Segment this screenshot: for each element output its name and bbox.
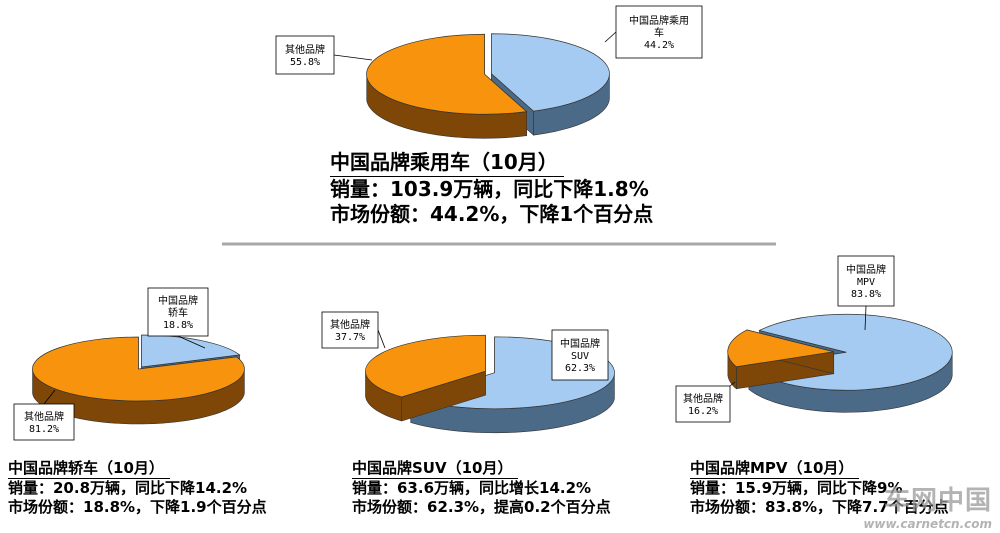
label-box <box>321 311 379 349</box>
label-text: MPV <box>857 277 875 288</box>
label-text: 轿车 <box>168 306 188 319</box>
caption-share: 市场份额：83.8%，下降7.7个百分点 <box>690 498 949 517</box>
label-box <box>147 287 209 337</box>
label-box <box>13 403 75 441</box>
caption-sales: 销量：63.6万辆，同比增长14.2% <box>352 479 592 498</box>
caption-title: 中国品牌乘用车（10月） <box>330 150 564 177</box>
label-text: 62.3% <box>565 363 595 374</box>
caption-title: 中国品牌MPV（10月） <box>690 459 860 480</box>
pie-slice-0-1 <box>366 33 528 139</box>
label-text: 44.2% <box>644 40 674 51</box>
label-text: 中国品牌 <box>846 263 886 276</box>
label-text: SUV <box>571 351 589 362</box>
pie-slice-3-1 <box>727 329 835 390</box>
leader-line <box>333 54 373 61</box>
watermark-logo: 车网中国 www.carnetcn.com <box>863 480 992 531</box>
leader-line <box>864 305 867 331</box>
label-text: 18.8% <box>163 320 193 331</box>
caption-share: 市场份额：44.2%，下降1个百分点 <box>330 202 654 227</box>
watermark-main: 车网中国 <box>883 486 992 516</box>
leader-line <box>604 31 617 43</box>
caption-passenger: 中国品牌乘用车（10月） 销量：103.9万辆，同比下降1.8% 市场份额：44… <box>330 150 653 228</box>
label-text: 中国品牌 <box>158 294 198 307</box>
label-text: 中国品牌乘用 <box>629 14 689 27</box>
label-box <box>837 255 895 307</box>
leader-line <box>177 335 206 349</box>
label-text: 81.2% <box>29 424 59 435</box>
label-text: 83.8% <box>851 289 881 300</box>
pie-slice-1-1 <box>32 336 245 425</box>
caption-share: 市场份额：62.3%，提高0.2个百分点 <box>352 498 611 517</box>
caption-title: 中国品牌SUV（10月） <box>352 459 519 480</box>
pie-chart-0 <box>366 33 610 139</box>
label-box <box>275 35 335 75</box>
leader-line <box>377 329 386 349</box>
pie-chart-1 <box>32 334 245 425</box>
caption-mpv: 中国品牌MPV（10月） 销量：15.9万辆，同比下降9% 市场份额：83.8%… <box>690 459 949 518</box>
watermark-sub: www.carnetcn.com <box>863 517 992 531</box>
label-text: 16.2% <box>688 406 718 417</box>
leader-line <box>43 389 56 405</box>
caption-sedan: 中国品牌轿车（10月） 销量：20.8万辆，同比下降14.2% 市场份额：18.… <box>8 459 267 518</box>
label-text: 55.8% <box>290 57 320 68</box>
label-text: 其他品牌 <box>683 392 723 405</box>
pie-slice-2-1 <box>365 334 486 422</box>
caption-share: 市场份额：18.8%，下降1.9个百分点 <box>8 498 267 517</box>
pie-chart-3 <box>727 313 953 413</box>
label-box <box>615 5 703 59</box>
label-text: 其他品牌 <box>285 43 325 56</box>
caption-sales: 销量：15.9万辆，同比下降9% <box>690 479 903 498</box>
caption-sales: 销量：20.8万辆，同比下降14.2% <box>8 479 248 498</box>
label-text: 其他品牌 <box>24 410 64 423</box>
leader-line <box>729 381 736 387</box>
label-text: 37.7% <box>335 332 365 343</box>
caption-sales: 销量：103.9万辆，同比下降1.8% <box>330 176 649 201</box>
caption-suv: 中国品牌SUV（10月） 销量：63.6万辆，同比增长14.2% 市场份额：62… <box>352 459 611 518</box>
caption-title: 中国品牌轿车（10月） <box>8 459 170 480</box>
label-text: 中国品牌 <box>560 337 600 350</box>
label-text: 其他品牌 <box>330 318 370 331</box>
label-box <box>551 329 609 381</box>
label-box <box>675 385 731 423</box>
label-text: 车 <box>654 26 664 39</box>
